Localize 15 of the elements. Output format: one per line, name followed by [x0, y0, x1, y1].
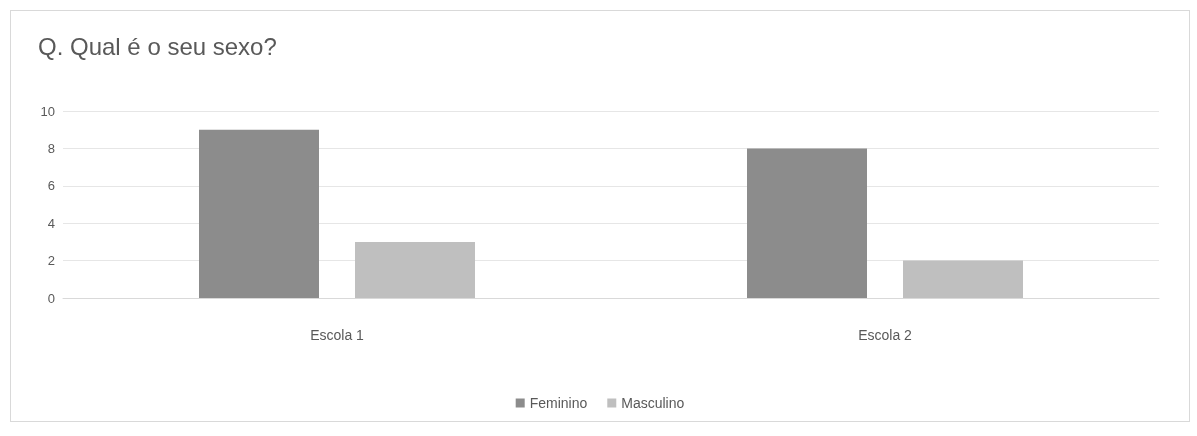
- legend-label: Masculino: [621, 395, 685, 411]
- bar: [355, 241, 475, 298]
- x-tick-label: Escola 2: [858, 327, 913, 343]
- bar: [903, 260, 1023, 298]
- bar: [747, 148, 867, 298]
- legend-label: Feminino: [529, 395, 588, 411]
- y-tick-label: 10: [40, 103, 55, 119]
- y-tick-label: 4: [47, 215, 55, 231]
- y-tick-label: 6: [47, 178, 55, 194]
- y-tick-label: 2: [47, 253, 55, 269]
- y-tick-label: 0: [47, 290, 55, 306]
- chart-title: Q. Qual é o seu sexo?: [38, 32, 277, 60]
- y-tick-label: 8: [47, 140, 55, 156]
- x-tick-label: Escola 1: [310, 327, 365, 343]
- bar: [199, 129, 319, 298]
